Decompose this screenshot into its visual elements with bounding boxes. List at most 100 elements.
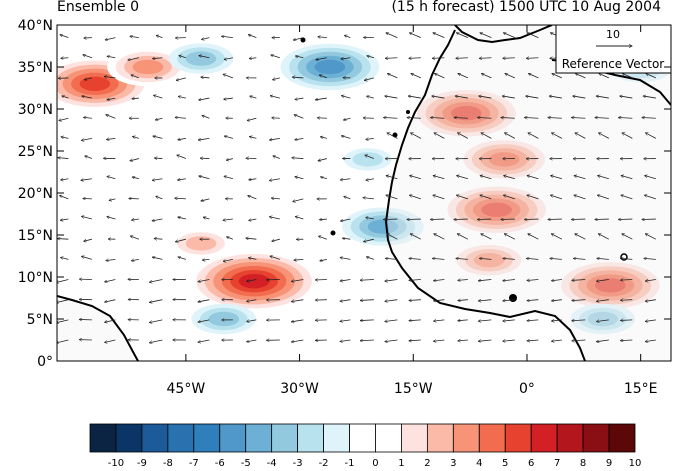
anomaly-contour-0-6 — [79, 76, 111, 92]
colorbar-label-20: 10 — [629, 458, 642, 469]
wind-vector-340 — [105, 299, 116, 302]
wind-vector-366 — [105, 319, 116, 322]
colorbar-label-3: -7 — [189, 458, 199, 469]
lon-tick-label-4: 15°E — [624, 381, 658, 397]
wind-vector-157 — [85, 156, 93, 159]
wind-vector-140 — [295, 138, 304, 139]
wind-vector-299 — [366, 257, 374, 260]
wind-vector-406 — [433, 340, 445, 341]
wind-vector-377 — [360, 320, 374, 321]
colorbar-swatch-0 — [89, 423, 117, 453]
wind-vector-370 — [198, 319, 210, 322]
wind-vector-277 — [457, 234, 469, 240]
lat-tick-label-3: 25°N — [18, 144, 53, 160]
wind-vector-372 — [247, 319, 257, 322]
wind-vector-131 — [81, 138, 92, 140]
wind-vector-71 — [505, 74, 516, 79]
wind-vector-386 — [572, 320, 586, 321]
wind-vector-216 — [248, 196, 257, 200]
wind-vector-225 — [456, 195, 468, 200]
wind-vector-82 — [154, 95, 163, 99]
wind-vector-297 — [320, 259, 327, 261]
wind-vector-356 — [478, 300, 492, 301]
wind-vector-201 — [504, 176, 515, 180]
wind-vector-388 — [620, 320, 633, 321]
wind-vector-183 — [81, 179, 92, 181]
wind-vector-54 — [104, 77, 116, 78]
wind-vector-86 — [250, 96, 257, 99]
wind-vector-14 — [386, 33, 398, 38]
wind-vector-32 — [199, 56, 210, 59]
wind-vector-409 — [503, 340, 515, 341]
wind-vector-59 — [223, 74, 234, 79]
wind-vector-29 — [128, 57, 139, 60]
wind-vector-129 — [642, 118, 656, 119]
wind-vector-94 — [432, 96, 445, 99]
colorbar-swatch-8 — [297, 423, 324, 453]
wind-vector-85 — [224, 98, 233, 99]
wind-vector-412 — [572, 340, 586, 341]
wind-vector-338 — [57, 299, 69, 303]
wind-vector-46 — [526, 58, 539, 59]
wind-vector-124 — [525, 118, 539, 119]
wind-vector-333 — [551, 280, 562, 281]
wind-vector-166 — [292, 158, 304, 159]
anomaly-contour-7-4 — [367, 219, 399, 234]
colorbar-swatch-3 — [167, 423, 195, 453]
wind-vector-289 — [131, 259, 139, 260]
wind-vector-351 — [360, 300, 374, 301]
wind-vector-362 — [620, 300, 633, 301]
wind-vector-392 — [105, 339, 116, 342]
wind-vector-188 — [199, 176, 210, 180]
colorbar-swatch-18 — [556, 423, 584, 453]
wind-vector-316 — [149, 279, 163, 283]
colorbar: -10 -9 -8 -7 -6 -5 -4 -3 -2 -1 0 1 2 3 4 5 6 7 8 9 10 — [89, 423, 642, 469]
colorbar-label-5: -5 — [241, 458, 251, 469]
wind-vector-246 — [340, 218, 351, 221]
wind-vector-81 — [132, 98, 139, 99]
lat-tick-label-5: 15°N — [18, 228, 53, 244]
wind-vector-233 — [644, 195, 656, 200]
wind-vector-234 — [60, 219, 69, 220]
wind-vector-120 — [431, 118, 445, 119]
wind-vector-128 — [619, 118, 633, 119]
wind-vector-271 — [318, 236, 327, 240]
wind-vector-143 — [366, 138, 374, 139]
wind-vector-305 — [503, 258, 515, 259]
wind-vector-269 — [272, 238, 280, 241]
wind-vector-4 — [156, 35, 163, 38]
wind-vector-191 — [269, 178, 280, 181]
wind-vector-73 — [552, 74, 563, 79]
wind-vector-144 — [387, 133, 398, 139]
wind-vector-282 — [575, 234, 586, 240]
wind-vector-142 — [341, 136, 351, 139]
wind-vector-165 — [273, 156, 281, 159]
wind-vector-194 — [340, 179, 351, 180]
wind-vector-274 — [387, 234, 398, 240]
wind-vector-89 — [315, 97, 327, 100]
wind-vector-63 — [319, 75, 328, 79]
wind-vector-344 — [198, 299, 210, 302]
wind-vector-134 — [153, 136, 163, 139]
wind-vector-30 — [153, 58, 163, 59]
wind-vector-159 — [130, 158, 139, 161]
wind-vector-202 — [527, 176, 539, 180]
lat-tick-label-8: 0° — [37, 354, 53, 370]
wind-vector-39 — [367, 56, 374, 59]
wind-vector-411 — [551, 340, 562, 341]
wind-vector-294 — [248, 258, 257, 260]
wind-vector-290 — [152, 257, 163, 260]
wind-vector-374 — [291, 319, 304, 322]
wind-vector-38 — [341, 58, 351, 59]
wind-vector-273 — [363, 238, 374, 241]
wind-vector-359 — [551, 300, 562, 301]
wind-vector-79 — [82, 96, 92, 99]
wind-vector-36 — [295, 56, 304, 59]
wind-vector-198 — [433, 176, 445, 180]
wind-vector-245 — [319, 219, 327, 220]
wind-vector-241 — [223, 219, 233, 220]
wind-vector-364 — [57, 319, 69, 323]
wind-vector-247 — [366, 217, 374, 219]
wind-vector-119 — [407, 118, 421, 119]
wind-vector-207 — [645, 176, 656, 180]
